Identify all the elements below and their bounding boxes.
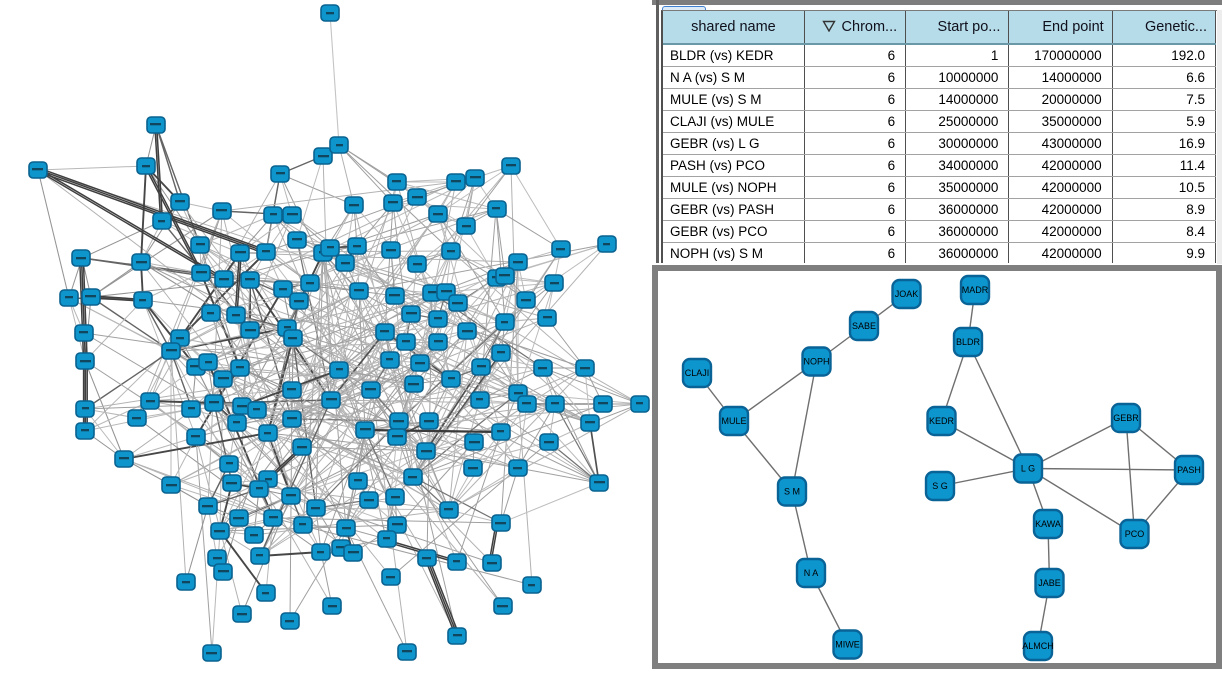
svg-text:NOPH: NOPH — [803, 357, 829, 367]
svg-text:JOAK: JOAK — [895, 289, 919, 299]
svg-text:JABE: JABE — [1038, 578, 1061, 588]
svg-text:S G: S G — [932, 481, 948, 491]
svg-text:S M: S M — [784, 487, 800, 497]
svg-text:PASH: PASH — [1177, 465, 1201, 475]
svg-text:BLDR: BLDR — [956, 337, 981, 347]
svg-text:GEBR: GEBR — [1113, 413, 1139, 423]
svg-text:KEDR: KEDR — [929, 416, 955, 426]
svg-text:MULE: MULE — [721, 416, 746, 426]
svg-text:MADR: MADR — [962, 285, 989, 295]
svg-text:MIWE: MIWE — [835, 640, 860, 650]
svg-text:KAWA: KAWA — [1035, 519, 1061, 529]
svg-text:N A: N A — [804, 568, 819, 578]
svg-text:ALMCH: ALMCH — [1022, 641, 1054, 651]
svg-text:PCO: PCO — [1125, 529, 1145, 539]
svg-text:SABE: SABE — [852, 321, 876, 331]
svg-text:CLAJI: CLAJI — [685, 368, 710, 378]
svg-text:L G: L G — [1021, 464, 1035, 474]
